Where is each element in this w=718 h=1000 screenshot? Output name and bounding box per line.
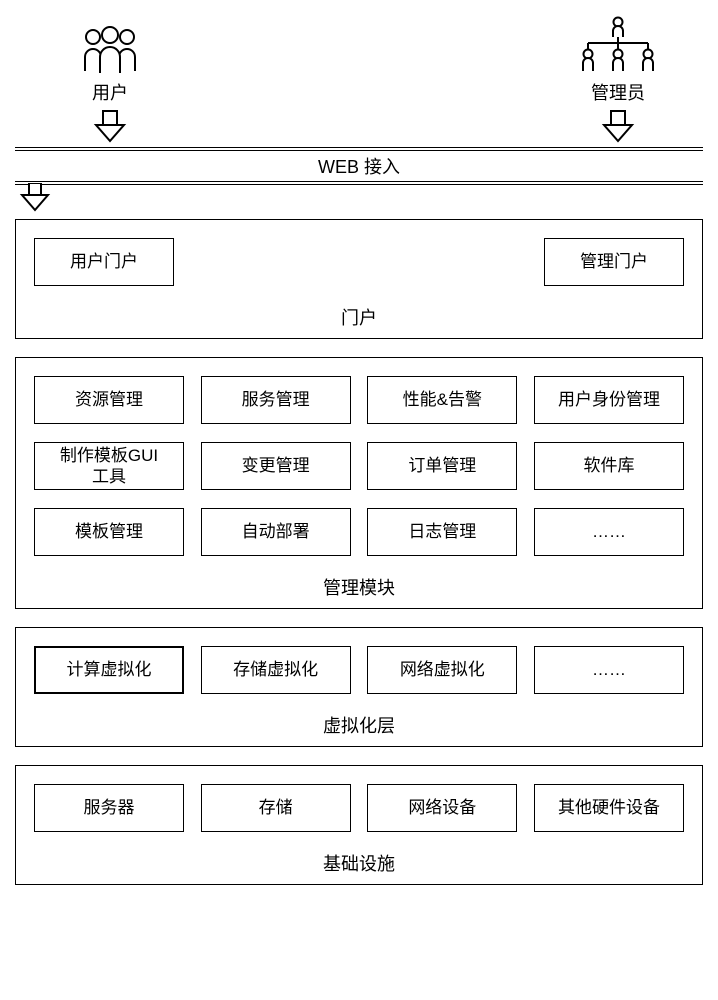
mgmt-cell: 用户身份管理 bbox=[534, 376, 684, 424]
admin-portal-box: 管理门户 bbox=[544, 238, 684, 286]
web-access-label: WEB 接入 bbox=[15, 150, 703, 182]
mgmt-row-1: 制作模板GUI 工具 变更管理 订单管理 软件库 bbox=[34, 442, 684, 490]
virt-cell: 计算虚拟化 bbox=[34, 646, 184, 694]
mgmt-cell: 制作模板GUI 工具 bbox=[34, 442, 184, 490]
mgmt-cell: 自动部署 bbox=[201, 508, 351, 556]
mgmt-row-0: 资源管理 服务管理 性能&告警 用户身份管理 bbox=[34, 376, 684, 424]
virt-cell: 网络虚拟化 bbox=[367, 646, 517, 694]
users-group-icon bbox=[75, 23, 145, 75]
virtualization-title: 虚拟化层 bbox=[34, 712, 684, 738]
user-label: 用户 bbox=[92, 79, 128, 105]
center-down-arrow bbox=[15, 183, 703, 213]
infrastructure-layer: 服务器 存储 网络设备 其他硬件设备 基础设施 bbox=[15, 765, 703, 885]
admin-label: 管理员 bbox=[591, 79, 645, 105]
user-portal-box: 用户门户 bbox=[34, 238, 174, 286]
virt-cell: 存储虚拟化 bbox=[201, 646, 351, 694]
infra-cell: 存储 bbox=[201, 784, 351, 832]
infra-row: 服务器 存储 网络设备 其他硬件设备 bbox=[34, 784, 684, 832]
mgmt-cell: 服务管理 bbox=[201, 376, 351, 424]
virt-cell: …… bbox=[534, 646, 684, 694]
down-arrow-icon bbox=[90, 109, 130, 143]
infra-cell: 其他硬件设备 bbox=[534, 784, 684, 832]
management-grid: 资源管理 服务管理 性能&告警 用户身份管理 制作模板GUI 工具 变更管理 订… bbox=[34, 376, 684, 556]
actors-row: 用户 bbox=[15, 15, 703, 143]
down-arrow-icon bbox=[15, 183, 55, 213]
mgmt-row-2: 模板管理 自动部署 日志管理 …… bbox=[34, 508, 684, 556]
mgmt-cell: 日志管理 bbox=[367, 508, 517, 556]
infra-cell: 网络设备 bbox=[367, 784, 517, 832]
infra-cell: 服务器 bbox=[34, 784, 184, 832]
admin-hierarchy-icon bbox=[573, 15, 663, 75]
portal-layer: 用户门户 管理门户 门户 bbox=[15, 219, 703, 339]
mgmt-cell: 性能&告警 bbox=[367, 376, 517, 424]
mgmt-cell: 软件库 bbox=[534, 442, 684, 490]
portal-title: 门户 bbox=[34, 304, 684, 330]
portal-row: 用户门户 管理门户 bbox=[34, 238, 684, 286]
mgmt-cell: …… bbox=[534, 508, 684, 556]
mgmt-cell: 变更管理 bbox=[201, 442, 351, 490]
virt-row: 计算虚拟化 存储虚拟化 网络虚拟化 …… bbox=[34, 646, 684, 694]
user-actor: 用户 bbox=[75, 23, 145, 143]
mgmt-cell: 订单管理 bbox=[367, 442, 517, 490]
admin-actor: 管理员 bbox=[573, 15, 663, 143]
web-access-band: WEB 接入 bbox=[15, 147, 703, 185]
virtualization-layer: 计算虚拟化 存储虚拟化 网络虚拟化 …… 虚拟化层 bbox=[15, 627, 703, 747]
management-title: 管理模块 bbox=[34, 574, 684, 600]
mgmt-cell: 资源管理 bbox=[34, 376, 184, 424]
down-arrow-icon bbox=[598, 109, 638, 143]
infrastructure-title: 基础设施 bbox=[34, 850, 684, 876]
management-layer: 资源管理 服务管理 性能&告警 用户身份管理 制作模板GUI 工具 变更管理 订… bbox=[15, 357, 703, 609]
mgmt-cell: 模板管理 bbox=[34, 508, 184, 556]
